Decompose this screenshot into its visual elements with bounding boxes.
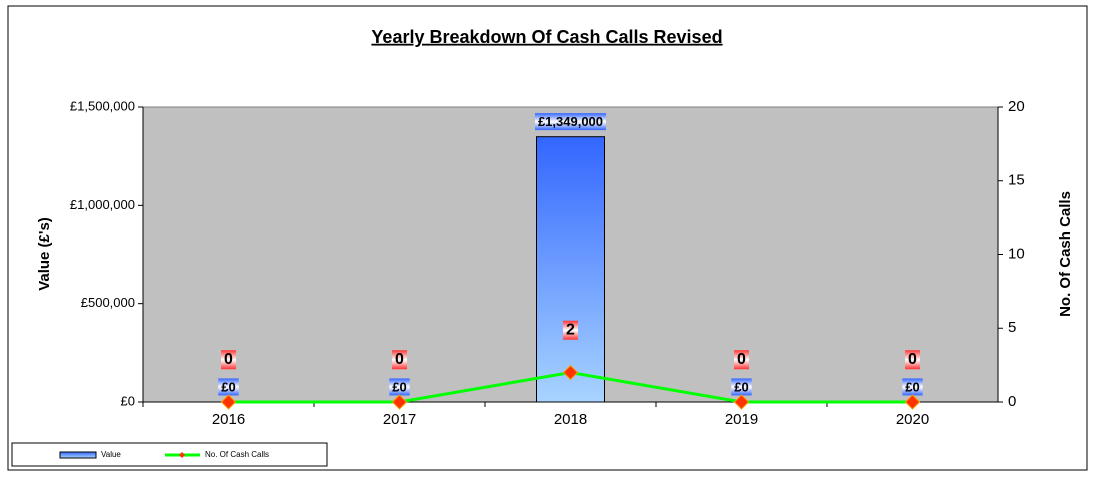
y2-axis-title: No. Of Cash Calls: [1057, 191, 1074, 317]
bar: [536, 136, 605, 403]
data-label: £0: [392, 379, 406, 394]
y2-tick-label: 0: [1008, 393, 1016, 410]
y2-tick-label: 5: [1008, 319, 1016, 336]
data-label: £0: [734, 379, 748, 394]
data-label-box: [221, 350, 237, 370]
marker: [220, 394, 237, 410]
y-tick-label: £1,500,000: [70, 98, 135, 113]
data-label-box: [902, 378, 923, 396]
data-label: 0: [395, 351, 404, 368]
data-label: £0: [905, 379, 919, 394]
data-label-box: [563, 320, 579, 340]
x-tick-label: 2016: [212, 411, 245, 428]
marker: [904, 394, 921, 410]
data-label: 0: [224, 351, 233, 368]
x-tick-label: 2018: [554, 411, 587, 428]
marker: [733, 394, 750, 410]
data-label: 0: [908, 351, 917, 368]
data-label: £1,349,000: [538, 114, 603, 129]
x-tick-label: 2017: [383, 411, 416, 428]
y2-tick-label: 20: [1008, 98, 1025, 115]
y2-tick-label: 10: [1008, 245, 1025, 262]
y2-tick-label: 15: [1008, 172, 1025, 189]
y-tick-label: £0: [121, 393, 135, 408]
y-axis-title: Value (£'s): [36, 217, 53, 291]
marker: [562, 364, 579, 381]
data-label-box: [534, 113, 607, 131]
x-tick-label: 2020: [896, 411, 929, 428]
data-label-box: [392, 350, 408, 370]
legend-label: Value: [101, 450, 121, 459]
legend-label: No. Of Cash Calls: [205, 450, 269, 459]
data-label: 2: [566, 322, 575, 339]
data-label-box: [389, 378, 410, 396]
legend-marker: [179, 452, 185, 458]
y-tick-label: £500,000: [81, 295, 135, 310]
data-label-box: [905, 350, 921, 370]
data-label-box: [734, 350, 750, 370]
data-label-box: [731, 378, 752, 396]
data-label-box: [218, 378, 239, 396]
legend-swatch: [59, 451, 97, 459]
y-tick-label: £1,000,000: [70, 197, 135, 212]
chart-title: Yearly Breakdown Of Cash Calls Revised: [371, 27, 722, 47]
data-label: 0: [737, 351, 746, 368]
data-label: £0: [221, 379, 235, 394]
marker: [391, 394, 408, 410]
x-tick-label: 2019: [725, 411, 758, 428]
